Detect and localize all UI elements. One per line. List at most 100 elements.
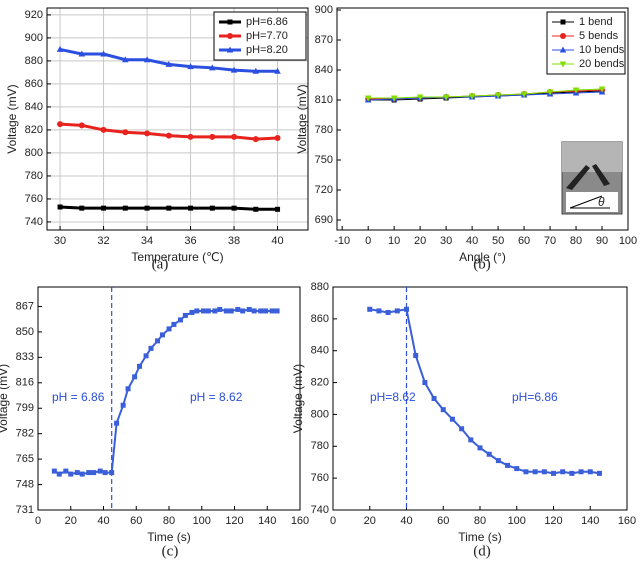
x-tick-label: 80 <box>163 515 175 527</box>
plot-frame <box>37 286 301 511</box>
x-tick-label: 60 <box>130 515 142 527</box>
y-tick-label: 820 <box>25 124 43 136</box>
marker <box>231 133 238 140</box>
marker <box>122 56 129 63</box>
marker <box>63 468 69 474</box>
annotation: pH = 6.86 <box>52 390 105 404</box>
y-tick-label: 833 <box>16 351 34 363</box>
x-tick-label: 100 <box>619 235 637 247</box>
marker <box>97 468 103 474</box>
y-tick-label: 780 <box>25 170 43 182</box>
marker <box>494 92 502 99</box>
x-tick-label: 40 <box>466 235 478 247</box>
y-axis-title: Voltage (mV) <box>0 364 10 433</box>
y-tick-label: 740 <box>25 216 43 228</box>
marker <box>422 380 428 386</box>
legend-label: pH=8.20 <box>246 44 288 56</box>
x-tick-label: 120 <box>225 515 243 527</box>
legend-label: 1 bend <box>579 16 613 28</box>
marker <box>231 205 237 211</box>
y-tick-label: 750 <box>315 154 333 166</box>
marker <box>252 67 260 74</box>
marker <box>102 470 108 476</box>
marker <box>514 466 520 472</box>
marker <box>189 309 195 315</box>
x-tick-label: 30 <box>54 235 66 247</box>
x-axis-title: Angle (°) <box>459 250 506 264</box>
marker <box>143 353 149 359</box>
x-tick-label: 32 <box>97 235 109 247</box>
marker <box>559 61 567 68</box>
marker <box>541 469 547 475</box>
y-tick-label: 782 <box>16 428 34 440</box>
caption: (c) <box>162 543 179 559</box>
marker <box>227 19 233 25</box>
annotation: pH=6.86 <box>512 390 558 404</box>
x-tick-label: 80 <box>474 515 486 527</box>
marker <box>246 306 252 312</box>
marker <box>100 50 107 57</box>
x-tick-label: 70 <box>544 235 556 247</box>
marker <box>200 308 206 314</box>
marker <box>120 402 126 408</box>
marker <box>79 205 85 211</box>
y-tick-label: 731 <box>16 504 34 516</box>
marker <box>495 458 501 464</box>
annotation: pH=8.62 <box>370 390 416 404</box>
marker <box>100 126 107 133</box>
x-tick-label: 10 <box>388 235 400 247</box>
x-tick-label: 140 <box>581 515 599 527</box>
inset-device <box>566 164 610 190</box>
marker <box>367 306 373 312</box>
marker <box>109 470 115 476</box>
y-tick-label: 880 <box>25 55 43 67</box>
series-line <box>368 91 603 101</box>
marker <box>459 426 465 432</box>
marker <box>132 374 138 380</box>
marker <box>122 205 128 211</box>
x-tick-label: 34 <box>141 235 153 247</box>
x-tick-label: 100 <box>508 515 526 527</box>
x-axis-title: Temperature (℃) <box>131 250 223 264</box>
y-tick-label: 860 <box>311 313 329 325</box>
plot-frame <box>336 7 629 231</box>
marker <box>144 205 150 211</box>
x-tick-label: 90 <box>596 235 608 247</box>
y-tick-label: 748 <box>16 478 34 490</box>
marker <box>523 469 529 475</box>
y-tick-label: 816 <box>16 377 34 389</box>
marker <box>431 396 437 401</box>
x-tick-label: 0 <box>365 235 371 247</box>
marker <box>486 451 492 457</box>
caption: (a) <box>152 256 169 272</box>
annotation: pH = 8.62 <box>190 390 243 404</box>
x-tick-label: 160 <box>291 515 309 527</box>
y-tick-label: 690 <box>315 214 333 226</box>
y-tick-label: 840 <box>315 64 333 76</box>
x-tick-label: 30 <box>440 235 452 247</box>
legend-label: 10 bends <box>579 44 625 56</box>
x-tick-label: 140 <box>258 515 276 527</box>
y-tick-label: 920 <box>25 9 43 21</box>
x-axis-title: Time (s) <box>458 530 502 544</box>
inset-photo: θ <box>561 141 623 215</box>
marker <box>413 352 419 358</box>
marker <box>226 46 234 53</box>
marker <box>144 130 151 137</box>
marker <box>560 19 566 25</box>
y-tick-label: 840 <box>311 345 329 357</box>
marker <box>223 308 229 314</box>
x-tick-label: 60 <box>518 235 530 247</box>
marker <box>235 306 241 312</box>
marker <box>159 332 165 338</box>
marker <box>532 469 538 475</box>
marker <box>240 308 246 314</box>
y-tick-label: 720 <box>315 184 333 196</box>
marker <box>390 95 398 102</box>
marker <box>404 306 409 312</box>
marker <box>114 420 120 426</box>
marker <box>596 470 602 476</box>
marker <box>559 46 567 53</box>
marker <box>209 205 215 211</box>
